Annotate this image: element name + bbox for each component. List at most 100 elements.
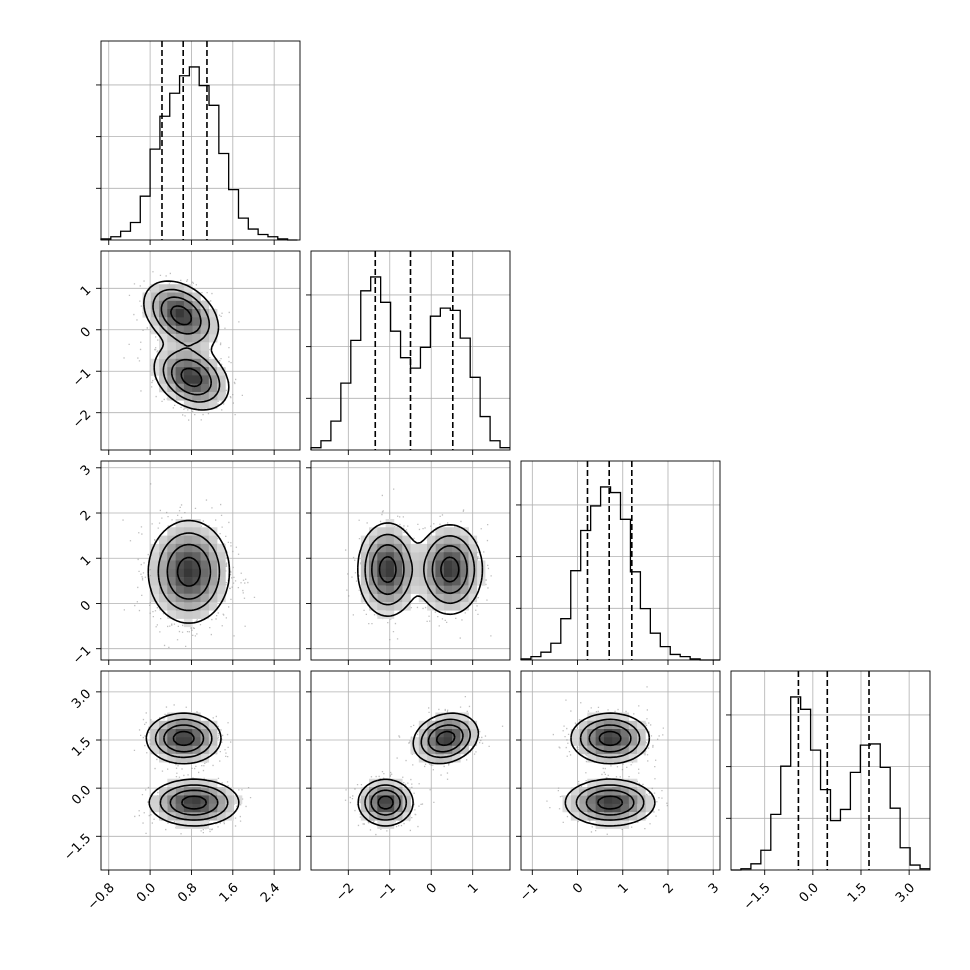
- density-shade-3-1-58: [183, 585, 193, 594]
- density-shade-4-3-36: [603, 753, 613, 763]
- y-tick-label-4-3: 1.5: [69, 735, 94, 760]
- density-shade-3-1-12: [183, 535, 193, 545]
- density-shade-3-1-48: [217, 568, 226, 578]
- density-shade-2-1-5: [183, 284, 218, 343]
- density-shade-4-1-37: [175, 753, 193, 763]
- y-tick-label-3-4: 2: [78, 508, 94, 524]
- density-shade-3-2-19: [385, 535, 486, 619]
- density-shade-2-1-25: [175, 309, 201, 335]
- contour-3-1-level-1: [147, 519, 231, 624]
- y-tick-label-4-1: −1.5: [61, 831, 94, 864]
- density-shade-3-2-37: [385, 552, 444, 594]
- contour-3-2-level-3: [371, 544, 468, 596]
- density-shade-4-1-52: [208, 795, 218, 804]
- density-shade-3-2-44: [385, 560, 453, 570]
- density-shade-3-2-47: [369, 560, 469, 603]
- density-shade-3-2-60: [443, 568, 469, 594]
- density-shade-4-1-17: [192, 729, 201, 738]
- density-shade-3-2-25: [369, 543, 420, 611]
- panel-content-3-2: [311, 461, 510, 660]
- contour-4-1-level-2: [154, 718, 229, 821]
- density-shade-4-2-24: [360, 745, 428, 804]
- contour-4-2-level-3: [370, 724, 464, 816]
- density-shade-2-1-75: [167, 392, 176, 401]
- density-shade-3-1-23: [159, 543, 226, 611]
- density-shade-3-2-61: [435, 568, 478, 603]
- density-shade-3-1-21: [200, 543, 210, 553]
- density-shade-4-1-7: [175, 720, 210, 796]
- density-shade-4-2-33: [377, 787, 395, 796]
- density-shade-3-2-83: [377, 602, 411, 619]
- density-shade-2-1-42: [192, 333, 201, 343]
- density-shade-4-1-57: [175, 803, 185, 813]
- x-tick-label-4-2: 0.0: [797, 880, 822, 905]
- density-shade-4-3-33: [603, 745, 630, 821]
- density-shade-3-2-18: [410, 535, 469, 578]
- density-shade-2-1-47: [200, 342, 210, 351]
- hist-line-2: [310, 276, 510, 450]
- density-shade-4-3-54: [645, 795, 654, 804]
- hist-frame-2: [310, 250, 511, 451]
- scatter-points-3-2: [345, 488, 492, 641]
- density-shade-4-1-53: [217, 795, 226, 804]
- scatter-panel-4-1: [96, 670, 301, 875]
- contour-4-3-level-3: [585, 724, 635, 816]
- hist-frame-4: [730, 670, 931, 871]
- density-shade-3-1-16: [150, 543, 160, 553]
- y-tick-label-3-5: 3: [78, 462, 94, 478]
- contour-3-2-level-1: [357, 522, 484, 617]
- scatter-panel-2-1: [96, 250, 301, 455]
- frame-4-1: [100, 670, 301, 871]
- density-shade-3-1-55: [150, 585, 160, 594]
- density-shade-2-1-11: [175, 292, 193, 360]
- density-shade-4-3-66: [612, 820, 621, 829]
- density-shade-2-1-35: [150, 325, 168, 368]
- density-shade-3-2-72: [393, 585, 403, 594]
- y-tick-label-4-2: 0.0: [69, 783, 94, 808]
- density-shade-3-2-30: [360, 552, 428, 611]
- scatter-panel-3-2: [306, 460, 511, 665]
- density-shade-4-1-32: [183, 745, 193, 755]
- panel-content-4-3: [521, 671, 720, 870]
- density-shade-4-1-45: [208, 787, 226, 813]
- density-shade-4-1-50: [192, 795, 201, 804]
- density-shade-3-1-26: [175, 552, 185, 561]
- density-shade-2-1-76: [192, 392, 201, 401]
- density-shade-3-1-41: [159, 568, 168, 578]
- x-tick-label-2-3: 0: [424, 880, 440, 896]
- x-tick-label-3-3: 1: [615, 880, 631, 896]
- density-shade-4-3-43: [579, 787, 596, 813]
- density-shade-4-3-48: [587, 795, 596, 804]
- density-shade-4-3-50: [603, 795, 613, 804]
- density-shade-4-3-6: [579, 720, 596, 821]
- density-shade-3-1-44: [183, 568, 193, 578]
- density-shade-4-1-34: [175, 745, 218, 788]
- y-tick-label-3-2: 0: [78, 598, 94, 614]
- density-shade-3-2-57: [427, 568, 436, 578]
- contour-4-3-level-2: [575, 718, 645, 821]
- density-shade-3-2-67: [435, 577, 444, 586]
- y-tick-label-3-1: −1: [70, 643, 94, 667]
- y-tick-label-2-4: 1: [78, 283, 94, 299]
- density-shade-3-2-7: [427, 527, 478, 603]
- density-shade-3-2-58: [377, 568, 461, 586]
- density-shade-3-1-72: [183, 610, 193, 619]
- panel-content-2-1: [101, 251, 300, 450]
- density-shade-4-3-16: [603, 729, 613, 738]
- density-shade-3-2-23: [393, 543, 444, 570]
- density-shade-3-2-65: [410, 577, 461, 611]
- density-shade-3-1-45: [192, 568, 201, 578]
- density-shade-3-1-53: [183, 577, 193, 586]
- density-shade-4-2-37: [377, 803, 395, 813]
- hist-frame-1: [100, 40, 301, 241]
- x-tick-label-2-2: −1: [375, 880, 399, 904]
- density-shade-3-1-5: [175, 527, 226, 586]
- density-shade-4-3-60: [620, 803, 630, 813]
- hist-panel-2: [306, 250, 511, 455]
- frame-3-2: [310, 460, 511, 661]
- density-shade-4-3-18: [620, 729, 630, 738]
- scatter-panel-4-2: [306, 670, 511, 875]
- density-shade-3-1-63: [183, 593, 193, 603]
- x-tick-label-1-1: −0.8: [85, 880, 118, 913]
- density-shade-2-1-49: [183, 350, 193, 360]
